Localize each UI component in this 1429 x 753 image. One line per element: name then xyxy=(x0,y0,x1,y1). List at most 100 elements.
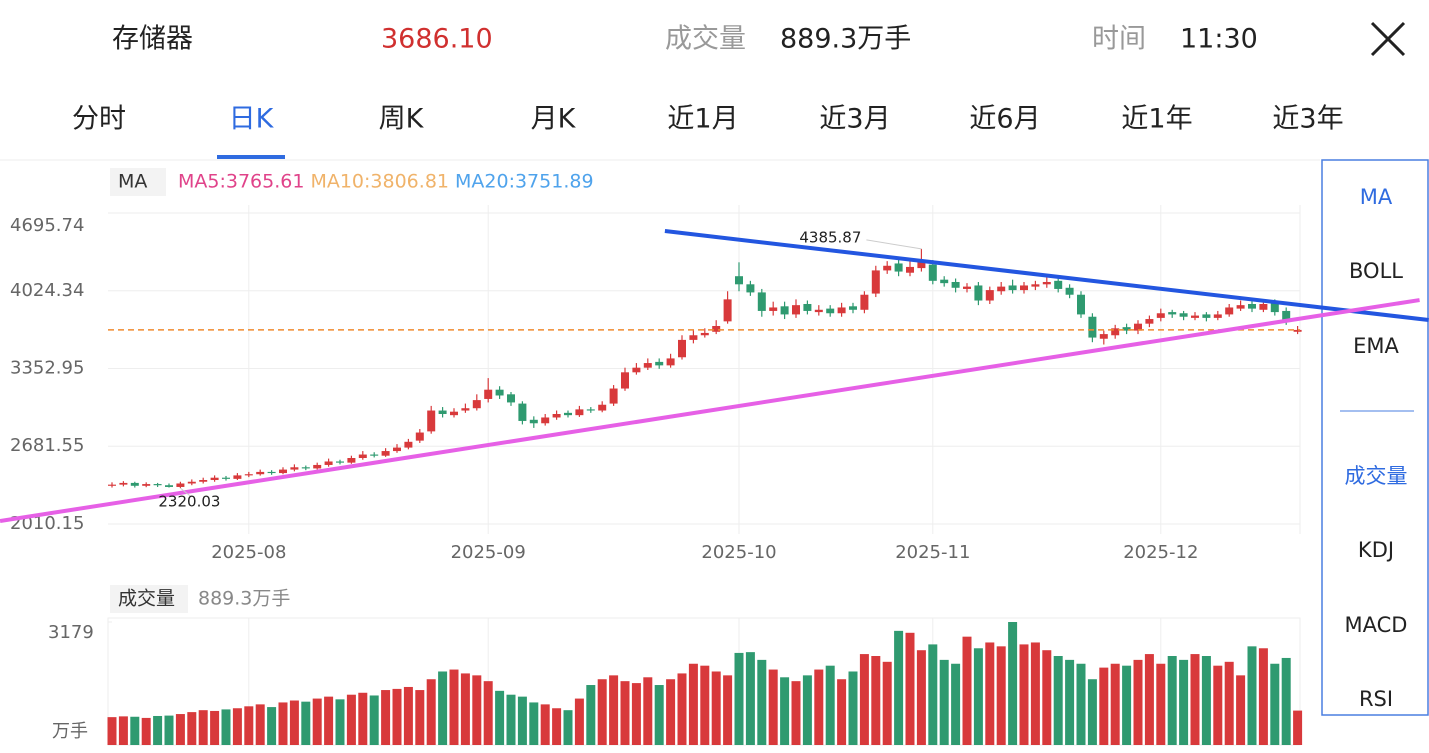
candle-body xyxy=(461,408,470,411)
volume-bar xyxy=(700,665,710,745)
tab[interactable]: 分时 xyxy=(72,104,126,135)
candle-body xyxy=(894,263,903,272)
candle-body xyxy=(518,403,527,421)
candle-body xyxy=(290,467,299,470)
candle-body xyxy=(917,261,926,269)
candle-body xyxy=(108,484,116,486)
candle-body xyxy=(883,265,892,271)
volume-bar xyxy=(1133,659,1143,745)
candle-body xyxy=(1134,323,1142,331)
volume-bar xyxy=(996,646,1006,745)
tab[interactable]: 日K xyxy=(229,104,275,135)
x-tick-label: 2025-08 xyxy=(211,542,286,563)
trend-line xyxy=(0,298,1420,523)
indicator-option[interactable]: RSI xyxy=(1359,687,1393,711)
volume-bar xyxy=(369,695,379,745)
tab[interactable]: 近1年 xyxy=(1121,104,1192,135)
volume-legend-label: 成交量 xyxy=(118,588,175,610)
volume-bar xyxy=(780,677,790,745)
volume-bar xyxy=(654,685,664,745)
candle-body xyxy=(210,477,219,481)
tab[interactable]: 近3年 xyxy=(1272,104,1343,135)
candle-body xyxy=(153,484,162,486)
candle-body xyxy=(598,404,607,411)
indicator-option[interactable]: KDJ xyxy=(1358,538,1394,562)
volume-bar xyxy=(723,675,733,745)
volume-bar xyxy=(859,654,869,745)
volume-bar xyxy=(107,717,117,745)
candle-body xyxy=(324,461,333,465)
volume-bar xyxy=(164,715,174,745)
volume-bar xyxy=(894,630,904,745)
indicator-option[interactable]: MA xyxy=(1360,185,1393,209)
candle-body xyxy=(507,394,515,403)
max-label: 4385.87 xyxy=(799,228,861,246)
volume-bar xyxy=(916,650,926,745)
candle-body xyxy=(1270,302,1279,313)
volume-bar xyxy=(221,709,231,745)
ma-legend-label: MA xyxy=(118,171,147,193)
y-tick-label: 4024.34 xyxy=(10,280,84,301)
volume-bar xyxy=(825,665,835,745)
tab[interactable]: 周K xyxy=(379,104,425,135)
volume-bar xyxy=(175,714,185,745)
volume-bar xyxy=(1110,663,1120,745)
candle-body xyxy=(393,447,401,452)
candle-body xyxy=(438,410,447,415)
tab[interactable]: 近3月 xyxy=(819,104,890,135)
indicator-option[interactable]: 成交量 xyxy=(1345,464,1408,488)
volume-bar xyxy=(1270,663,1280,745)
volume-bar xyxy=(153,715,163,745)
volume-bar xyxy=(289,700,299,745)
ma-legend-box xyxy=(110,168,166,196)
volume-bar xyxy=(597,679,607,745)
candle-body xyxy=(472,400,481,409)
candle-body xyxy=(1179,313,1188,317)
volume-bar xyxy=(1076,663,1086,745)
candle-body xyxy=(837,307,846,314)
volume-bar xyxy=(449,669,459,745)
volume-bar xyxy=(1019,644,1029,745)
candle-body xyxy=(609,388,618,404)
volume-bar xyxy=(586,685,596,745)
volume-bar xyxy=(1042,650,1052,745)
min-label: 2320.03 xyxy=(158,493,220,511)
volume-bar xyxy=(324,696,334,745)
volume-bar xyxy=(939,659,949,745)
volume-bar xyxy=(392,688,402,745)
volume-bar xyxy=(118,716,128,745)
candle-body xyxy=(244,474,253,476)
volume-bar xyxy=(552,708,562,745)
candle-body xyxy=(415,432,424,441)
volume-bar xyxy=(278,702,288,745)
volume-bar xyxy=(951,663,961,745)
volume-bar xyxy=(210,710,220,745)
volume-bar xyxy=(734,652,744,745)
candle-body xyxy=(700,332,709,336)
trend-line xyxy=(664,229,1429,322)
candle-body xyxy=(1168,312,1177,315)
volume-bar xyxy=(381,690,391,745)
volume-bar xyxy=(187,712,197,745)
volume-bar xyxy=(688,663,698,745)
indicator-option[interactable]: EMA xyxy=(1353,334,1399,358)
y-unit-label: 万手 xyxy=(52,721,88,742)
candle-body xyxy=(552,414,561,418)
candle-body xyxy=(997,286,1006,292)
tab[interactable]: 近6月 xyxy=(969,104,1040,135)
volume-bar xyxy=(1065,659,1075,745)
indicator-option[interactable]: MACD xyxy=(1345,613,1408,637)
tab[interactable]: 月K xyxy=(531,104,577,135)
volume-bar xyxy=(460,673,470,745)
candle-body xyxy=(256,471,265,475)
close-button[interactable] xyxy=(1370,21,1406,57)
candle-body xyxy=(1145,319,1154,324)
indicator-option[interactable]: BOLL xyxy=(1349,259,1403,283)
candle-body xyxy=(780,306,789,315)
volume-bar xyxy=(791,681,801,745)
max-leader xyxy=(866,239,922,250)
volume-bar xyxy=(757,659,767,745)
candle-body xyxy=(757,292,766,311)
candle-body xyxy=(381,451,390,456)
tab[interactable]: 近1月 xyxy=(667,104,738,135)
